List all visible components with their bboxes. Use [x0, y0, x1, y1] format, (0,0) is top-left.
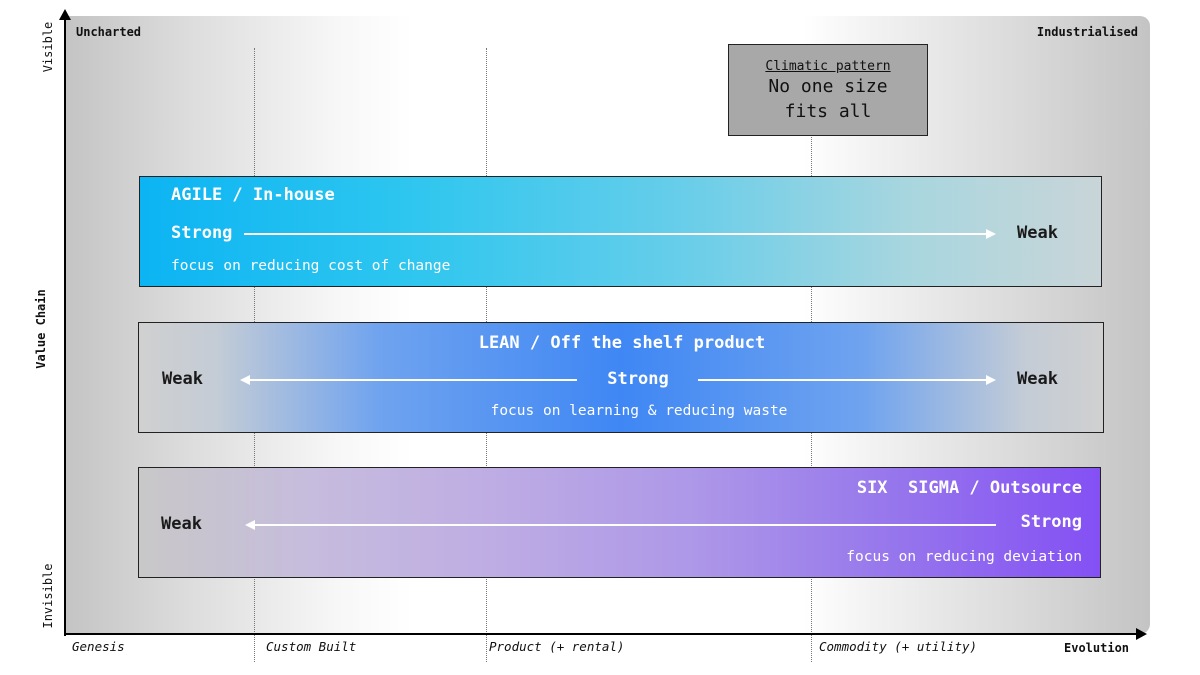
agile-strong-label: Strong: [171, 223, 233, 243]
stage-commodity: Commodity (+ utility): [819, 639, 978, 654]
arrow-left-icon: [240, 375, 250, 385]
lean-strong-label: Strong: [607, 369, 669, 389]
evolution-label: Evolution: [1064, 641, 1130, 655]
sixsigma-strong-label: Strong: [1020, 512, 1082, 532]
agile-title: AGILE / In-house: [171, 185, 335, 205]
agile-arrow-line: [244, 233, 988, 235]
climatic-line-1: No one size: [768, 76, 888, 97]
uncharted-label: Uncharted: [76, 25, 142, 39]
agile-band: AGILE / In-house Strong Weak focus on re…: [139, 176, 1102, 287]
stage-custom-built: Custom Built: [266, 639, 357, 654]
lean-band: LEAN / Off the shelf product Weak Strong…: [138, 322, 1104, 433]
value-chain-axis: [64, 16, 66, 636]
sixsigma-arrow-line: [254, 524, 996, 526]
lean-focus: focus on learning & reducing waste: [490, 403, 788, 419]
sixsigma-weak-label: Weak: [161, 514, 202, 534]
agile-weak-label: Weak: [1017, 223, 1058, 243]
arrow-right-icon: [1136, 628, 1147, 640]
arrow-right-icon: [986, 229, 996, 239]
climatic-pattern-box: Climatic pattern No one size fits all: [728, 44, 928, 136]
lean-arrow-line-left: [249, 379, 577, 381]
lean-arrow-line-right: [698, 379, 988, 381]
lean-title: LEAN / Off the shelf product: [478, 333, 766, 353]
arrow-up-icon: [59, 9, 71, 20]
agile-focus: focus on reducing cost of change: [171, 258, 451, 274]
lean-weak-left-label: Weak: [162, 369, 203, 389]
evolution-axis: [64, 633, 1140, 635]
climatic-line-2: fits all: [784, 101, 872, 122]
climatic-pattern-title: Climatic pattern: [765, 59, 891, 74]
lean-weak-right-label: Weak: [1017, 369, 1058, 389]
sixsigma-band: SIX SIGMA / Outsource Weak Strong focus …: [138, 467, 1101, 578]
stage-genesis: Genesis: [72, 639, 125, 654]
sixsigma-title: SIX SIGMA / Outsource: [856, 478, 1082, 498]
industrialised-label: Industrialised: [1036, 25, 1138, 39]
visible-label: Visible: [41, 21, 55, 73]
invisible-label: Invisible: [41, 563, 55, 629]
arrow-left-icon: [245, 520, 255, 530]
sixsigma-focus: focus on reducing deviation: [846, 549, 1082, 565]
arrow-right-icon: [986, 375, 996, 385]
value-chain-label: Value Chain: [34, 289, 48, 369]
stage-product: Product (+ rental): [489, 639, 625, 654]
